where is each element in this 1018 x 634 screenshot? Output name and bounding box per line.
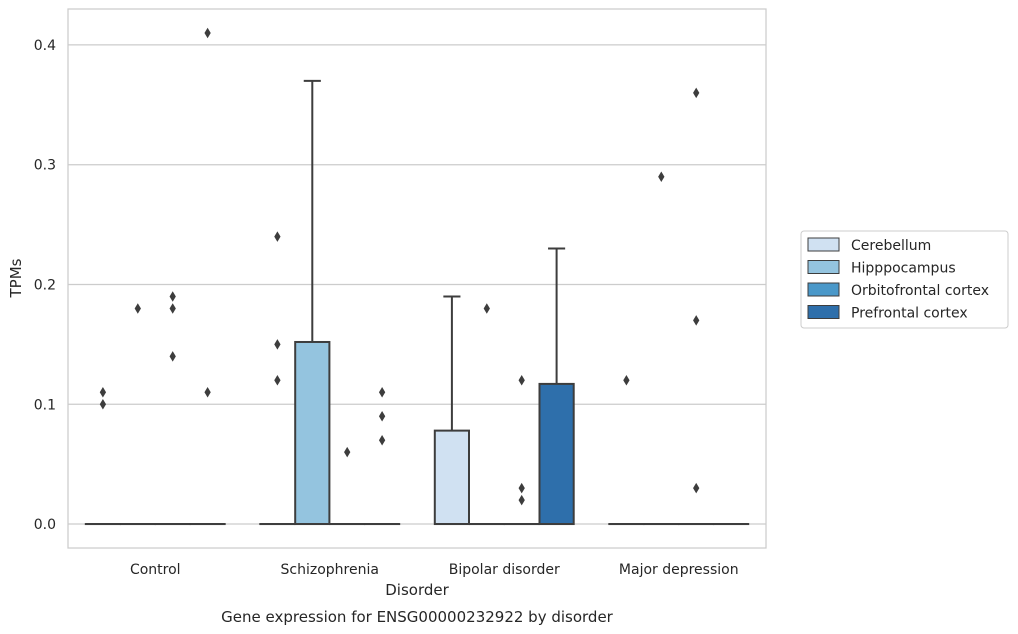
outlier-point: [518, 482, 525, 494]
box: [538, 382, 575, 526]
outlier-point: [693, 315, 700, 326]
x-tick-label: Schizophrenia: [281, 562, 379, 578]
outlier-point: [99, 387, 107, 398]
outlier-point: [99, 399, 107, 410]
legend-label: Cerebellum: [851, 238, 931, 254]
outlier-point: [658, 171, 665, 182]
outlier-point: [134, 303, 141, 314]
legend-label: Orbitofrontal cortex: [851, 283, 989, 299]
outlier-point: [204, 27, 211, 39]
outlier-point: [378, 410, 386, 422]
outlier-point: [693, 87, 700, 99]
outlier-point: [518, 494, 525, 506]
y-tick-label: 0.3: [34, 158, 56, 174]
outlier-point: [623, 375, 630, 386]
y-tick-label: 0.4: [34, 38, 56, 54]
x-tick-label: Major depression: [619, 562, 739, 578]
legend-label: Prefrontal cortex: [851, 306, 968, 322]
outlier-point: [274, 375, 281, 386]
y-tick-label: 0.0: [34, 517, 56, 533]
legend-frame: [800, 230, 1009, 329]
legend-swatch: [807, 260, 840, 274]
outlier-point: [274, 231, 281, 242]
legend-swatch: [807, 282, 840, 297]
box: [294, 340, 331, 526]
legend-label: Hipppocampus: [851, 261, 956, 277]
box: [433, 429, 471, 526]
outlier-point: [169, 291, 176, 302]
x-tick-label: Control: [130, 562, 181, 578]
outlier-point: [378, 434, 386, 446]
y-axis-title: TPMs: [7, 258, 25, 298]
outlier-point: [693, 482, 700, 494]
outlier-point: [378, 387, 386, 398]
x-axis-title: Disorder: [385, 581, 449, 599]
x-tick-label: Bipolar disorder: [449, 562, 560, 578]
outlier-point: [169, 303, 176, 314]
plot-frame: [67, 8, 767, 549]
box-series-group: [84, 27, 750, 526]
outlier-point: [518, 375, 525, 386]
outlier-point: [483, 303, 490, 314]
y-tick-label: 0.2: [34, 277, 56, 293]
outlier-point: [169, 351, 176, 362]
legend-swatch: [807, 237, 840, 252]
y-tick-label: 0.1: [34, 397, 56, 413]
plot-background: [68, 9, 766, 548]
chart-caption: Gene expression for ENSG00000232922 by d…: [221, 608, 614, 626]
legend-swatch: [807, 305, 840, 319]
outlier-point: [344, 446, 351, 458]
outlier-point: [204, 387, 211, 398]
outlier-point: [274, 339, 281, 350]
y-tick-labels: 0.0 0.1 0.2 0.3 0.4: [34, 38, 56, 533]
legend: Cerebellum Hipppocampus Orbitofrontal cort…: [800, 230, 1009, 329]
x-tick-labels: Control Schizophrenia Bipolar disorder Majo…: [130, 562, 739, 578]
